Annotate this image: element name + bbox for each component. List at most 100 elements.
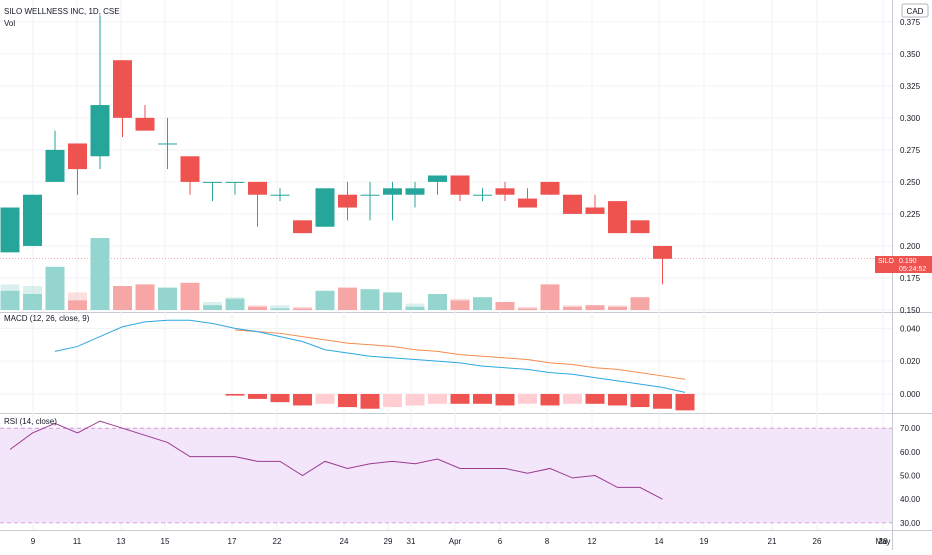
candle (630, 220, 650, 234)
macd-tick-label: 0.040 (900, 324, 921, 333)
candle-body (90, 105, 110, 157)
volume-bar (405, 306, 425, 310)
x-tick-label: May (875, 537, 890, 546)
macd-tick-label: 0.020 (900, 357, 921, 366)
x-tick-label: 24 (340, 537, 349, 546)
price-tag-countdown: 05:24:52 (899, 266, 926, 273)
candle (450, 175, 470, 202)
price-tick-label: 0.350 (900, 50, 921, 59)
volume-bar (68, 300, 87, 310)
x-tick-label: 21 (768, 537, 777, 546)
candle-body (653, 245, 672, 259)
macd-indicator (54, 319, 695, 411)
candle-body (450, 175, 470, 195)
price-tick-label: 0.300 (900, 114, 921, 123)
volume-bar (45, 266, 65, 310)
macd-histogram-bar (653, 393, 672, 409)
candle (585, 194, 605, 214)
candle-body (473, 194, 492, 196)
macd-tick-label: 0.000 (900, 390, 921, 399)
rsi-indicator (9, 420, 663, 500)
candle (0, 207, 20, 253)
volume-bar (135, 284, 155, 310)
volume-bar (383, 292, 402, 310)
price-tick-label: 0.325 (900, 82, 921, 91)
candle-body (293, 220, 312, 234)
candle (135, 105, 155, 131)
price-tick-label: 0.175 (900, 274, 921, 283)
candle (383, 181, 402, 221)
macd-histogram-bar (338, 393, 357, 408)
x-tick-label: 22 (273, 537, 282, 546)
candle-body (338, 194, 357, 208)
volume-bar (180, 282, 200, 310)
volume-bar (248, 306, 267, 310)
x-tick-label: 13 (117, 537, 126, 546)
x-tick-label: 26 (813, 537, 822, 546)
x-tick-label: 6 (498, 537, 503, 546)
macd-histogram-bar (608, 393, 627, 406)
volume-bar (563, 306, 582, 310)
x-tick-label: 14 (655, 537, 664, 546)
currency-button[interactable]: CAD (901, 3, 929, 18)
candle-body (158, 143, 177, 145)
price-tick-label: 0.225 (900, 210, 921, 219)
candle (225, 181, 245, 195)
candle (203, 181, 222, 202)
rsi-label: RSI (14, close) (4, 417, 57, 426)
volume-bar (113, 286, 132, 310)
candle-body (630, 220, 650, 234)
volume-bar (608, 306, 627, 310)
candle (338, 181, 357, 221)
candle (270, 188, 290, 202)
macd-histogram-bar (383, 393, 402, 408)
candle-body (45, 149, 65, 182)
candle-body (585, 207, 605, 214)
candle (563, 194, 582, 214)
candle (293, 220, 312, 234)
price-tag-symbol: SILO (878, 258, 895, 265)
candle (540, 181, 560, 195)
candle-body (405, 188, 425, 195)
x-tick-label: 11 (73, 537, 82, 546)
volume-bar (518, 308, 537, 310)
candle (248, 181, 267, 227)
candle (315, 188, 335, 227)
volume-bar (450, 300, 470, 310)
rsi-tick-label: 30.00 (900, 519, 921, 528)
candle-body (360, 194, 380, 196)
candle (495, 181, 515, 202)
volume-label: Vol (4, 19, 15, 28)
volume-bar (203, 305, 222, 310)
price-tick-label: 0.200 (900, 242, 921, 251)
candle (405, 181, 425, 208)
candle (518, 188, 537, 208)
candle-body (563, 194, 582, 214)
volume-bar (630, 297, 650, 310)
macd-histogram-bar (450, 393, 470, 404)
macd-histogram-bar (270, 393, 290, 403)
candle (158, 117, 177, 170)
volume-bar (270, 308, 290, 310)
candle-body (518, 198, 537, 208)
volume-bar (0, 290, 20, 310)
macd-histogram-bar (540, 393, 560, 406)
candle-body (608, 201, 627, 234)
volume-bar (585, 305, 605, 310)
macd-label: MACD (12, 26, close, 9) (4, 314, 90, 323)
candle-body (428, 175, 447, 182)
x-tick-label: 17 (228, 537, 237, 546)
macd-histogram-bar (360, 393, 380, 409)
rsi-band-fill (0, 428, 892, 523)
candle (360, 181, 380, 221)
candle (473, 188, 492, 202)
price-tick-label: 0.150 (900, 306, 921, 315)
candle-body (383, 188, 402, 195)
rsi-line (9, 420, 663, 500)
macd-histogram-bar (405, 393, 425, 406)
volume-bar (315, 290, 335, 310)
volume-bar (90, 238, 110, 310)
